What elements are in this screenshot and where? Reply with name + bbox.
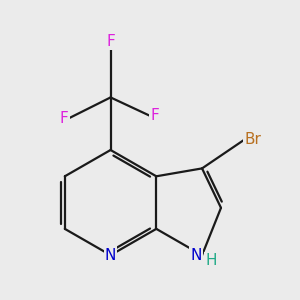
Text: F: F (60, 111, 68, 126)
Text: F: F (106, 34, 115, 49)
Text: N: N (105, 248, 116, 263)
Text: F: F (150, 108, 159, 123)
Text: N: N (191, 248, 202, 263)
Text: H: H (205, 253, 217, 268)
Text: Br: Br (244, 132, 262, 147)
